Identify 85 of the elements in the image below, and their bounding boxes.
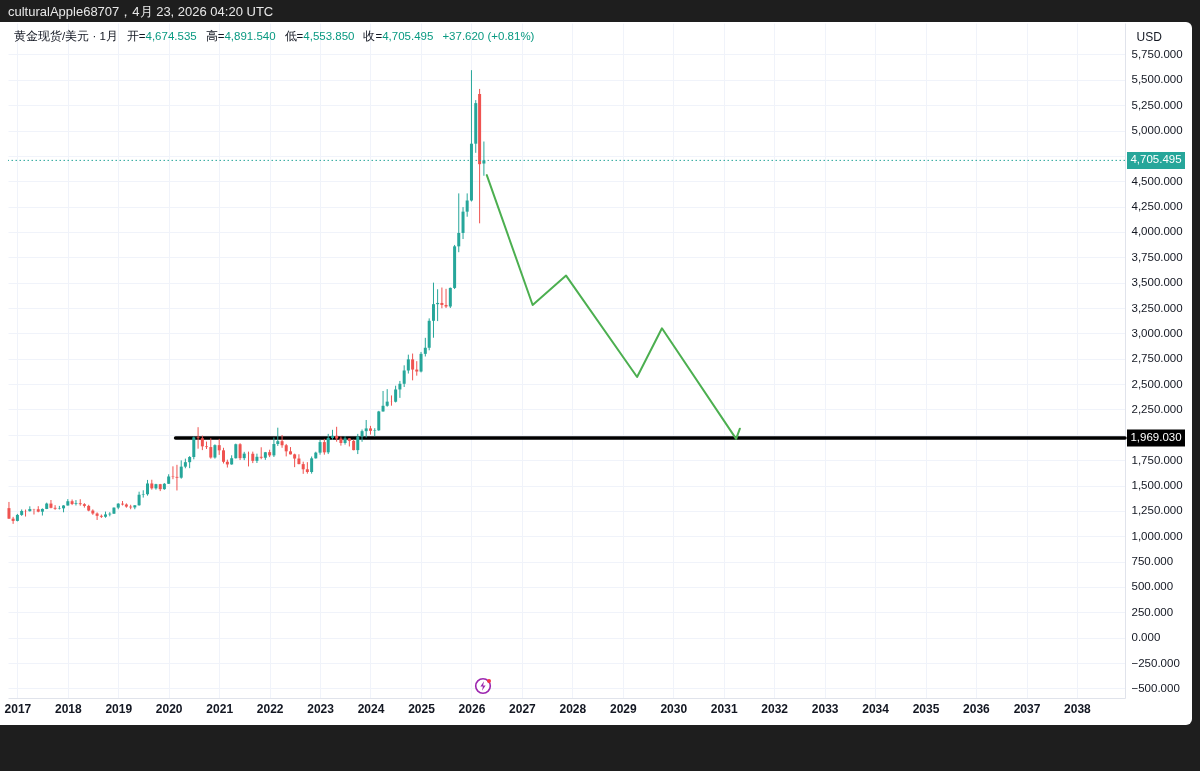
data-label: 1,969.030 xyxy=(1130,430,1182,443)
candlestick xyxy=(192,435,196,460)
annotation: 高=4,891.540 xyxy=(205,30,276,42)
y-tick-label: 2,500.000 xyxy=(1131,377,1183,390)
y-tick-label: 4,250.000 xyxy=(1131,200,1183,213)
x-tick-label: 2023 xyxy=(307,701,335,716)
y-tick-label: 3,250.000 xyxy=(1131,301,1183,314)
y-tick-label: 5,750.000 xyxy=(1131,47,1183,60)
annotation: 收=4,705.495 xyxy=(363,30,434,42)
candlestick xyxy=(259,446,263,460)
candlestick xyxy=(196,426,200,450)
x-tick-label: 2030 xyxy=(660,701,688,716)
candlestick xyxy=(339,435,343,447)
candlestick xyxy=(326,433,330,455)
y-tick-label: −500.000 xyxy=(1131,681,1180,694)
candlestick xyxy=(461,206,465,240)
y-tick-label: 250.000 xyxy=(1131,605,1174,618)
chart-title: culturalApple68707，4月 23, 2026 04:20 UTC xyxy=(8,3,274,21)
y-tick-label: 2,250.000 xyxy=(1131,402,1183,415)
candlestick xyxy=(53,504,57,511)
line-series xyxy=(485,174,741,440)
x-tick-label: 2018 xyxy=(54,701,82,716)
x-tick-label: 2025 xyxy=(408,701,436,716)
x-tick-label: 2028 xyxy=(559,701,587,716)
x-tick-label: 2035 xyxy=(912,701,940,716)
candlestick xyxy=(440,287,444,309)
candlestick xyxy=(423,337,427,357)
x-tick-label: 2022 xyxy=(256,701,284,716)
candlestick xyxy=(255,453,259,464)
candlestick xyxy=(175,464,179,491)
y-tick-label: 3,000.000 xyxy=(1131,326,1183,339)
x-tick-label: 2020 xyxy=(155,701,183,716)
candlestick xyxy=(209,437,213,460)
y-tick-label: 2,750.000 xyxy=(1131,352,1183,365)
x-tick-label: 2033 xyxy=(811,701,839,716)
candlestick xyxy=(171,465,175,480)
candlestick xyxy=(360,429,364,443)
y-tick-label: 5,250.000 xyxy=(1131,98,1183,111)
text: 黄金现货/美元 · 1月 xyxy=(14,30,118,42)
annotation: +37.620 (+0.81%) xyxy=(442,30,535,42)
x-tick-label: 2031 xyxy=(710,701,738,716)
y-axis-title: USD xyxy=(1136,29,1163,44)
x-tick-label: 2029 xyxy=(610,701,638,716)
y-tick-label: 0.000 xyxy=(1131,631,1161,644)
annotation: 低=4,553.850 xyxy=(284,30,355,42)
y-tick-label: 1,250.000 xyxy=(1131,504,1183,517)
x-tick-label: 2034 xyxy=(862,701,890,716)
y-tick-label: 500.000 xyxy=(1131,580,1174,593)
x-tick-label: 2038 xyxy=(1064,701,1092,716)
y-tick-label: 5,000.000 xyxy=(1131,124,1183,137)
x-tick-label: 2024 xyxy=(357,701,385,716)
candlestick xyxy=(431,282,435,339)
candlestick xyxy=(78,498,82,507)
y-tick-label: 3,750.000 xyxy=(1131,250,1183,263)
x-tick-label: 2036 xyxy=(963,701,991,716)
y-tick-label: 4,500.000 xyxy=(1131,174,1183,187)
candlestick xyxy=(272,436,276,458)
candlestick xyxy=(402,364,406,388)
x-tick-label: 2037 xyxy=(1013,701,1041,716)
y-tick-label: 3,500.000 xyxy=(1131,276,1183,289)
x-tick-label: 2019 xyxy=(105,701,133,716)
x-tick-label: 2021 xyxy=(206,701,234,716)
y-tick-label: −250.000 xyxy=(1131,656,1180,669)
y-tick-label: 1,750.000 xyxy=(1131,453,1183,466)
ref-line-label: 4,705.495 xyxy=(1130,153,1182,166)
y-tick-label: 5,500.000 xyxy=(1131,73,1183,86)
candlestick xyxy=(406,354,410,375)
candlestick xyxy=(179,459,183,480)
y-tick-label: 1,000.000 xyxy=(1131,529,1183,542)
annotation: 开=4,674.535 xyxy=(126,30,197,42)
x-tick-label: 2017 xyxy=(4,701,32,716)
candlestick xyxy=(141,489,145,499)
candlestick xyxy=(457,192,461,253)
x-tick-label: 2027 xyxy=(509,701,537,716)
y-tick-label: 4,000.000 xyxy=(1131,225,1183,238)
candlestick xyxy=(411,353,415,381)
candlestick xyxy=(356,433,360,455)
x-tick-label: 2032 xyxy=(761,701,789,716)
y-tick-label: 750.000 xyxy=(1131,555,1174,568)
candlestick xyxy=(280,434,284,449)
candlestick xyxy=(49,499,53,509)
candlestick xyxy=(465,192,469,218)
x-tick-label: 2026 xyxy=(458,701,486,716)
candlestick xyxy=(74,499,78,506)
y-tick-label: 1,500.000 xyxy=(1131,479,1183,492)
